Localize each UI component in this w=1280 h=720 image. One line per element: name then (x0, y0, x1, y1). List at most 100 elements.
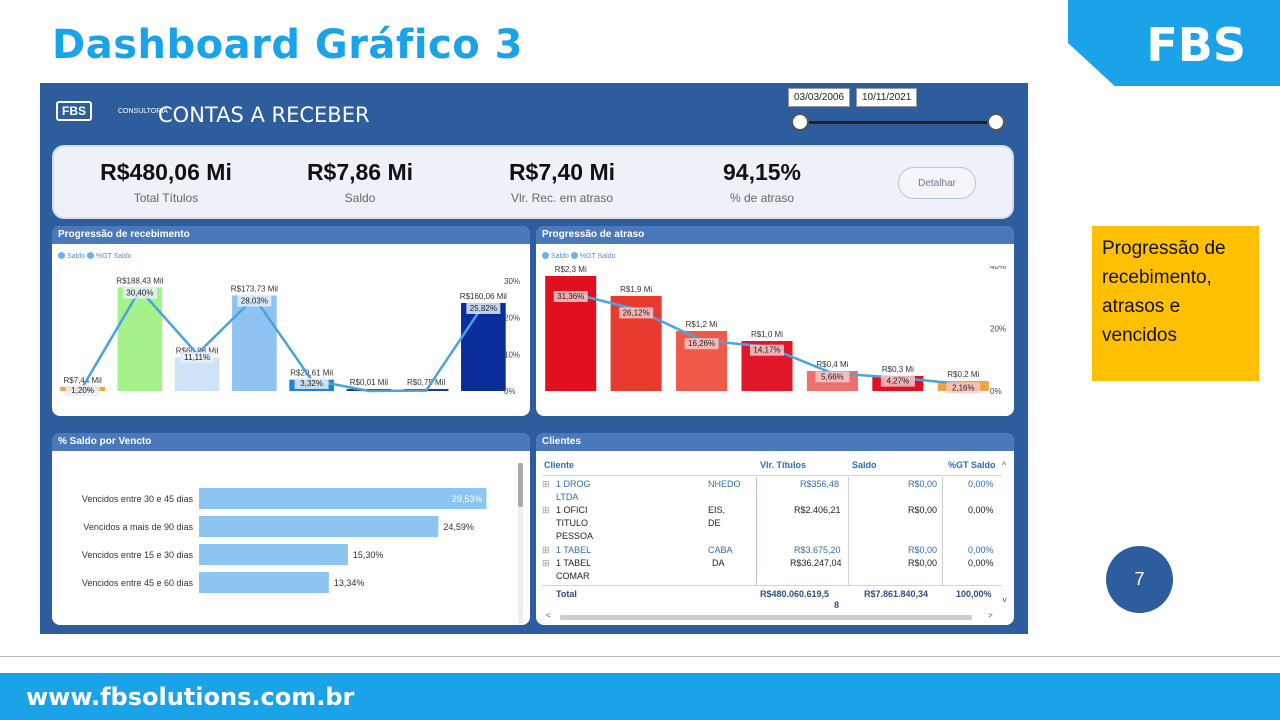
date-slider-end-handle[interactable] (987, 113, 1005, 131)
pct-label: 25,82% (470, 304, 497, 313)
client-name: 1 TABEL (556, 558, 592, 568)
pct-label: 4,27% (887, 377, 910, 386)
panel-title: % Saldo por Vencto (52, 433, 530, 451)
pct-label: 5,66% (821, 372, 844, 381)
col-divider (942, 477, 943, 585)
panel-title: Clientes (536, 433, 1014, 451)
bar-value-label: R$1,9 Mi (620, 285, 652, 294)
pct-label-bg (684, 338, 719, 350)
total-divider (542, 585, 1002, 586)
panel-title: Progressão de recebimento (52, 226, 530, 244)
col-header-cliente[interactable]: Cliente (544, 460, 575, 470)
kpi-card: R$480,06 Mi Total Títulos R$7,86 Mi Saldo … (52, 145, 1014, 219)
date-slider-track[interactable] (800, 121, 996, 124)
expand-icon[interactable]: ⊞ (542, 545, 550, 555)
kpi-vlr-rec-atraso: R$7,40 Mi Vlr. Rec. em atraso (472, 159, 652, 205)
pct-label-bg (750, 344, 784, 356)
legend-dot-icon (570, 252, 578, 259)
chart-bar (199, 516, 439, 537)
date-slider-start-handle[interactable] (791, 113, 809, 131)
bar-value-label: R$20,61 Mil (290, 369, 333, 378)
scroll-down-icon[interactable]: ˅ (1002, 595, 1008, 605)
chart-bar (461, 302, 506, 391)
category-label: Vencidos entre 45 e 60 dias (82, 578, 194, 588)
bar-value-label: R$160,06 Mil (460, 292, 507, 301)
pct-label-bg (880, 375, 915, 387)
panel-progressao-atraso: Progressão de atraso Saldo %GT Saldo R$2… (536, 226, 1014, 416)
col-header-vlr-titulos[interactable]: Vlr. Títulos (760, 460, 807, 470)
bar-value-label: R$0,75 Mil (407, 378, 445, 387)
chart-bar (117, 287, 163, 391)
client-name: 1 OFICI (556, 505, 588, 515)
scrollbar[interactable] (518, 463, 523, 623)
clients-table: Cliente Vlr. Títulos Saldo %GT Saldo ^ ⊞… (542, 455, 1008, 623)
footer-url[interactable]: www.fbsolutions.com.br (26, 683, 355, 711)
total-vlr-cont: 8 (834, 600, 840, 610)
cell-pct: 0,00% (968, 558, 994, 568)
cell-saldo: R$0,00 (908, 558, 938, 568)
client-name-line2: TITULO (556, 518, 589, 528)
y2-tick-label: 40% (990, 266, 1006, 271)
expand-icon[interactable]: ⊞ (542, 505, 550, 515)
y2-tick-label: 20% (990, 325, 1006, 334)
detalhar-button[interactable]: Detalhar (898, 167, 976, 199)
bar-value-label: 15,30% (353, 550, 384, 560)
legend-item: Saldo (67, 253, 85, 260)
scrollbar-thumb[interactable] (518, 463, 523, 507)
kpi-label: Saldo (344, 191, 376, 205)
kpi-label: Total Títulos (133, 191, 199, 205)
category-label: Vencidos entre 30 e 45 dias (82, 494, 194, 504)
client-name-line2: LTDA (556, 492, 579, 502)
y2-tick-label: 20% (504, 314, 520, 323)
cell-saldo: R$0,00 (908, 505, 938, 515)
dashboard-title: CONTAS A RECEBER (158, 103, 370, 127)
panel-title: Progressão de atraso (536, 226, 1014, 244)
category-label: Vencidos entre 15 e 30 dias (82, 550, 194, 560)
scroll-right-icon[interactable]: > (988, 611, 993, 620)
chart-legend: Saldo %GT Saldo (58, 252, 132, 260)
bar-value-label: R$0,3 Mi (882, 365, 914, 374)
expand-icon[interactable]: ⊞ (542, 479, 550, 489)
expand-icon[interactable]: ⊞ (542, 558, 550, 568)
bar-value-label: R$0,01 Mil (350, 378, 388, 387)
legend-dot-icon (86, 252, 94, 259)
kpi-saldo: R$7,86 Mi Saldo (270, 159, 450, 205)
pct-label: 30,40% (126, 289, 153, 298)
bar-value-label: R$0,4 Mi (816, 360, 848, 369)
date-end-field[interactable]: 10/11/2021 (856, 88, 918, 107)
col-header-saldo[interactable]: Saldo (852, 460, 877, 470)
horizontal-scrollbar[interactable] (560, 615, 972, 620)
bar-value-label: R$0,2 Mi (947, 370, 979, 379)
legend-dot-icon (58, 252, 65, 259)
header-divider (542, 475, 1002, 476)
y2-tick-label: 0% (504, 387, 516, 396)
panel-saldo-vencto: % Saldo por Vencto Vencidos entre 30 e 4… (52, 433, 530, 625)
pct-label: 3,32% (300, 379, 323, 388)
cell-saldo: R$0,00 (908, 479, 938, 489)
pct-label-bg (180, 351, 215, 363)
kpi-label: Vlr. Rec. em atraso (510, 191, 614, 205)
pct-label-bg (815, 371, 850, 383)
kpi-label: % de atraso (729, 191, 795, 205)
col-divider (848, 477, 849, 585)
pct-label: 28,03% (241, 297, 268, 306)
pct-label: 11,11% (184, 353, 210, 362)
date-start-field[interactable]: 03/03/2006 (788, 88, 851, 107)
cell-vlr: R$3.675,20 (794, 545, 841, 555)
bar-value-label: 13,34% (334, 578, 365, 588)
total-vlr: R$480.060.619,5 (760, 589, 830, 599)
footer-bar: www.fbsolutions.com.br (0, 673, 1280, 720)
pct-label-bg (619, 307, 654, 319)
bar-value-label: R$7,44 Mil (64, 376, 102, 385)
pct-label-bg (237, 295, 272, 307)
pct-label: 1,20% (71, 386, 94, 395)
panel-clientes: Clientes Cliente Vlr. Títulos Saldo %GT … (536, 433, 1014, 625)
dashboard: FBS CONSULTORIA CONTAS A RECEBER 03/03/2… (40, 83, 1028, 634)
kpi-total-titulos: R$480,06 Mi Total Títulos (76, 159, 256, 205)
col-header-gt-saldo[interactable]: %GT Saldo (948, 460, 996, 470)
sort-caret-icon[interactable]: ^ (1002, 460, 1007, 470)
slide-title: Dashboard Gráfico 3 (52, 22, 523, 68)
chart-saldo-vencto: Vencidos entre 30 e 45 dias 29,53% Vencido… (82, 488, 487, 593)
scroll-left-icon[interactable]: < (546, 611, 551, 620)
bar-value-label: 29,53% (452, 494, 483, 504)
